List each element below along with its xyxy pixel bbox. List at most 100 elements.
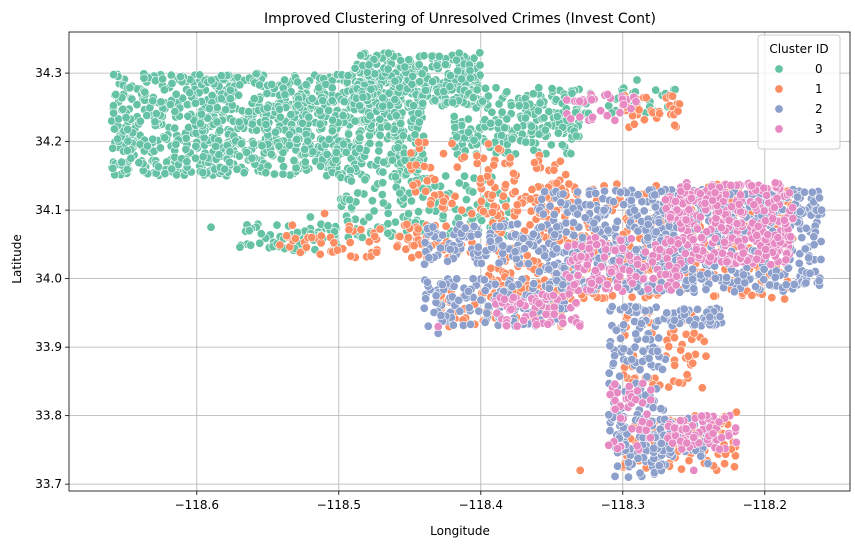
scatter-point [536,222,546,232]
scatter-point [370,69,380,79]
scatter-point [464,303,474,313]
scatter-point [468,187,478,197]
x-tick-label: −118.5 [317,498,361,512]
scatter-point [556,198,566,208]
scatter-point [221,105,231,115]
scatter-point [109,101,119,111]
scatter-point [697,383,707,393]
scatter-point [608,197,618,207]
y-axis-title: Latitude [10,234,24,283]
scatter-point [242,148,252,158]
scatter-point [664,260,674,270]
scatter-point [339,97,349,107]
scatter-point [304,112,314,122]
scatter-point [735,207,745,217]
scatter-point [468,93,478,103]
scatter-point [122,165,132,175]
legend-label: 0 [815,62,823,76]
scatter-point [307,94,317,104]
scatter-point [234,117,244,127]
scatter-point [605,341,615,351]
scatter-point [684,205,694,215]
scatter-point [375,224,385,234]
scatter-point [529,279,539,289]
scatter-point [717,433,727,443]
scatter-point [623,458,633,468]
scatter-point [539,113,549,123]
scatter-point [396,55,406,65]
scatter-point [323,221,333,231]
scatter-point [204,104,214,114]
scatter-point [232,164,242,174]
scatter-point [807,187,817,197]
scatter-point [498,241,508,251]
scatter-point [414,60,424,70]
scatter-point [730,451,740,461]
scatter-point [512,219,522,229]
scatter-point [411,160,421,170]
scatter-point [599,205,609,215]
scatter-point [165,100,175,110]
scatter-point [646,433,656,443]
scatter-point [475,48,485,58]
scatter-point [547,84,557,94]
scatter-point [726,181,736,191]
scatter-point [800,244,810,254]
scatter-point [689,328,699,338]
scatter-point [752,231,762,241]
scatter-point [544,264,554,274]
scatter-point [656,404,666,414]
scatter-point [561,170,571,180]
scatter-point [738,270,748,280]
scatter-point [674,378,684,388]
scatter-point [575,465,585,475]
scatter-point [420,85,430,95]
scatter-point [809,240,819,250]
scatter-point [155,143,165,153]
scatter-point [490,279,500,289]
scatter-point [533,106,543,116]
scatter-point [535,98,545,108]
scatter-point [637,416,647,426]
scatter-point [255,80,265,90]
scatter-point [654,109,664,119]
scatter-point [181,144,191,154]
scatter-point [714,417,724,427]
scatter-point [700,198,710,208]
scatter-point [234,90,244,100]
scatter-point [624,266,634,276]
scatter-point [315,249,325,259]
scatter-point [377,190,387,200]
scatter-point [315,161,325,171]
scatter-point [602,111,612,121]
x-tick-label: −118.4 [459,498,503,512]
scatter-point [315,119,325,129]
scatter-point [780,294,790,304]
scatter-point [717,248,727,258]
scatter-point [432,61,442,71]
scatter-point [501,180,511,190]
scatter-point [610,404,620,414]
scatter-point [378,167,388,177]
scatter-point [318,96,328,106]
scatter-point [534,298,544,308]
scatter-point [709,291,719,301]
scatter-point [613,461,623,471]
scatter-point [610,115,620,125]
scatter-point [619,200,629,210]
scatter-point [550,230,560,240]
scatter-point [206,222,216,232]
scatter-point [558,189,568,199]
scatter-point [759,206,769,216]
scatter-point [214,150,224,160]
scatter-point [729,462,739,472]
scatter-point [414,117,424,127]
scatter-point [422,277,432,287]
scatter-point [366,84,376,94]
scatter-point [244,107,254,117]
scatter-point [215,126,225,136]
scatter-point [246,240,256,250]
scatter-point [589,218,599,228]
scatter-point [303,136,313,146]
scatter-point [463,127,473,137]
